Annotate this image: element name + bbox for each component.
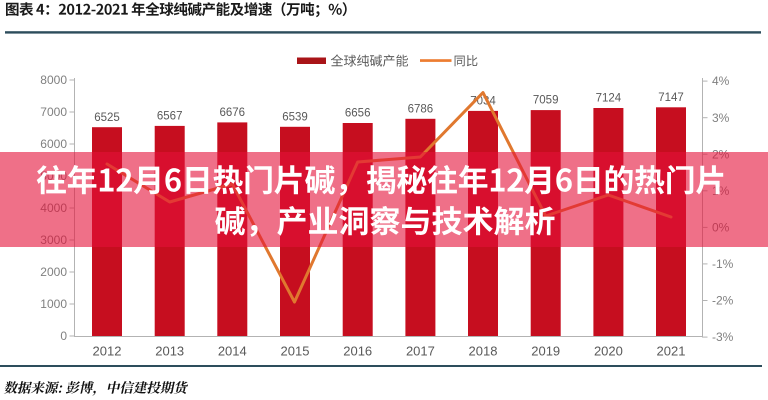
svg-text:-3%: -3% <box>712 330 734 344</box>
svg-text:8000: 8000 <box>40 73 67 87</box>
svg-text:2014: 2014 <box>218 344 247 359</box>
svg-text:6000: 6000 <box>40 137 67 151</box>
svg-text:7147: 7147 <box>658 92 684 104</box>
svg-text:-1%: -1% <box>712 257 734 271</box>
svg-text:1000: 1000 <box>40 297 67 311</box>
svg-text:7124: 7124 <box>596 93 622 105</box>
svg-text:2021: 2021 <box>657 344 686 359</box>
svg-text:2020: 2020 <box>594 344 623 359</box>
svg-text:6539: 6539 <box>282 111 308 123</box>
svg-text:2016: 2016 <box>343 344 372 359</box>
svg-text:6656: 6656 <box>345 108 371 120</box>
svg-text:2013: 2013 <box>155 344 184 359</box>
svg-text:2000: 2000 <box>40 265 67 279</box>
svg-text:7059: 7059 <box>533 95 559 107</box>
svg-text:-2%: -2% <box>712 294 734 308</box>
svg-text:2018: 2018 <box>469 344 498 359</box>
svg-text:2015: 2015 <box>281 344 310 359</box>
svg-text:2017: 2017 <box>406 344 435 359</box>
svg-text:6786: 6786 <box>408 103 434 115</box>
svg-text:7000: 7000 <box>40 105 67 119</box>
svg-text:6525: 6525 <box>94 112 120 124</box>
svg-text:0: 0 <box>60 329 67 343</box>
svg-text:6567: 6567 <box>157 111 183 123</box>
svg-text:4%: 4% <box>712 74 730 88</box>
svg-text:2012: 2012 <box>93 344 122 359</box>
svg-text:6676: 6676 <box>220 107 246 119</box>
svg-text:2019: 2019 <box>531 344 560 359</box>
svg-text:3%: 3% <box>712 111 730 125</box>
